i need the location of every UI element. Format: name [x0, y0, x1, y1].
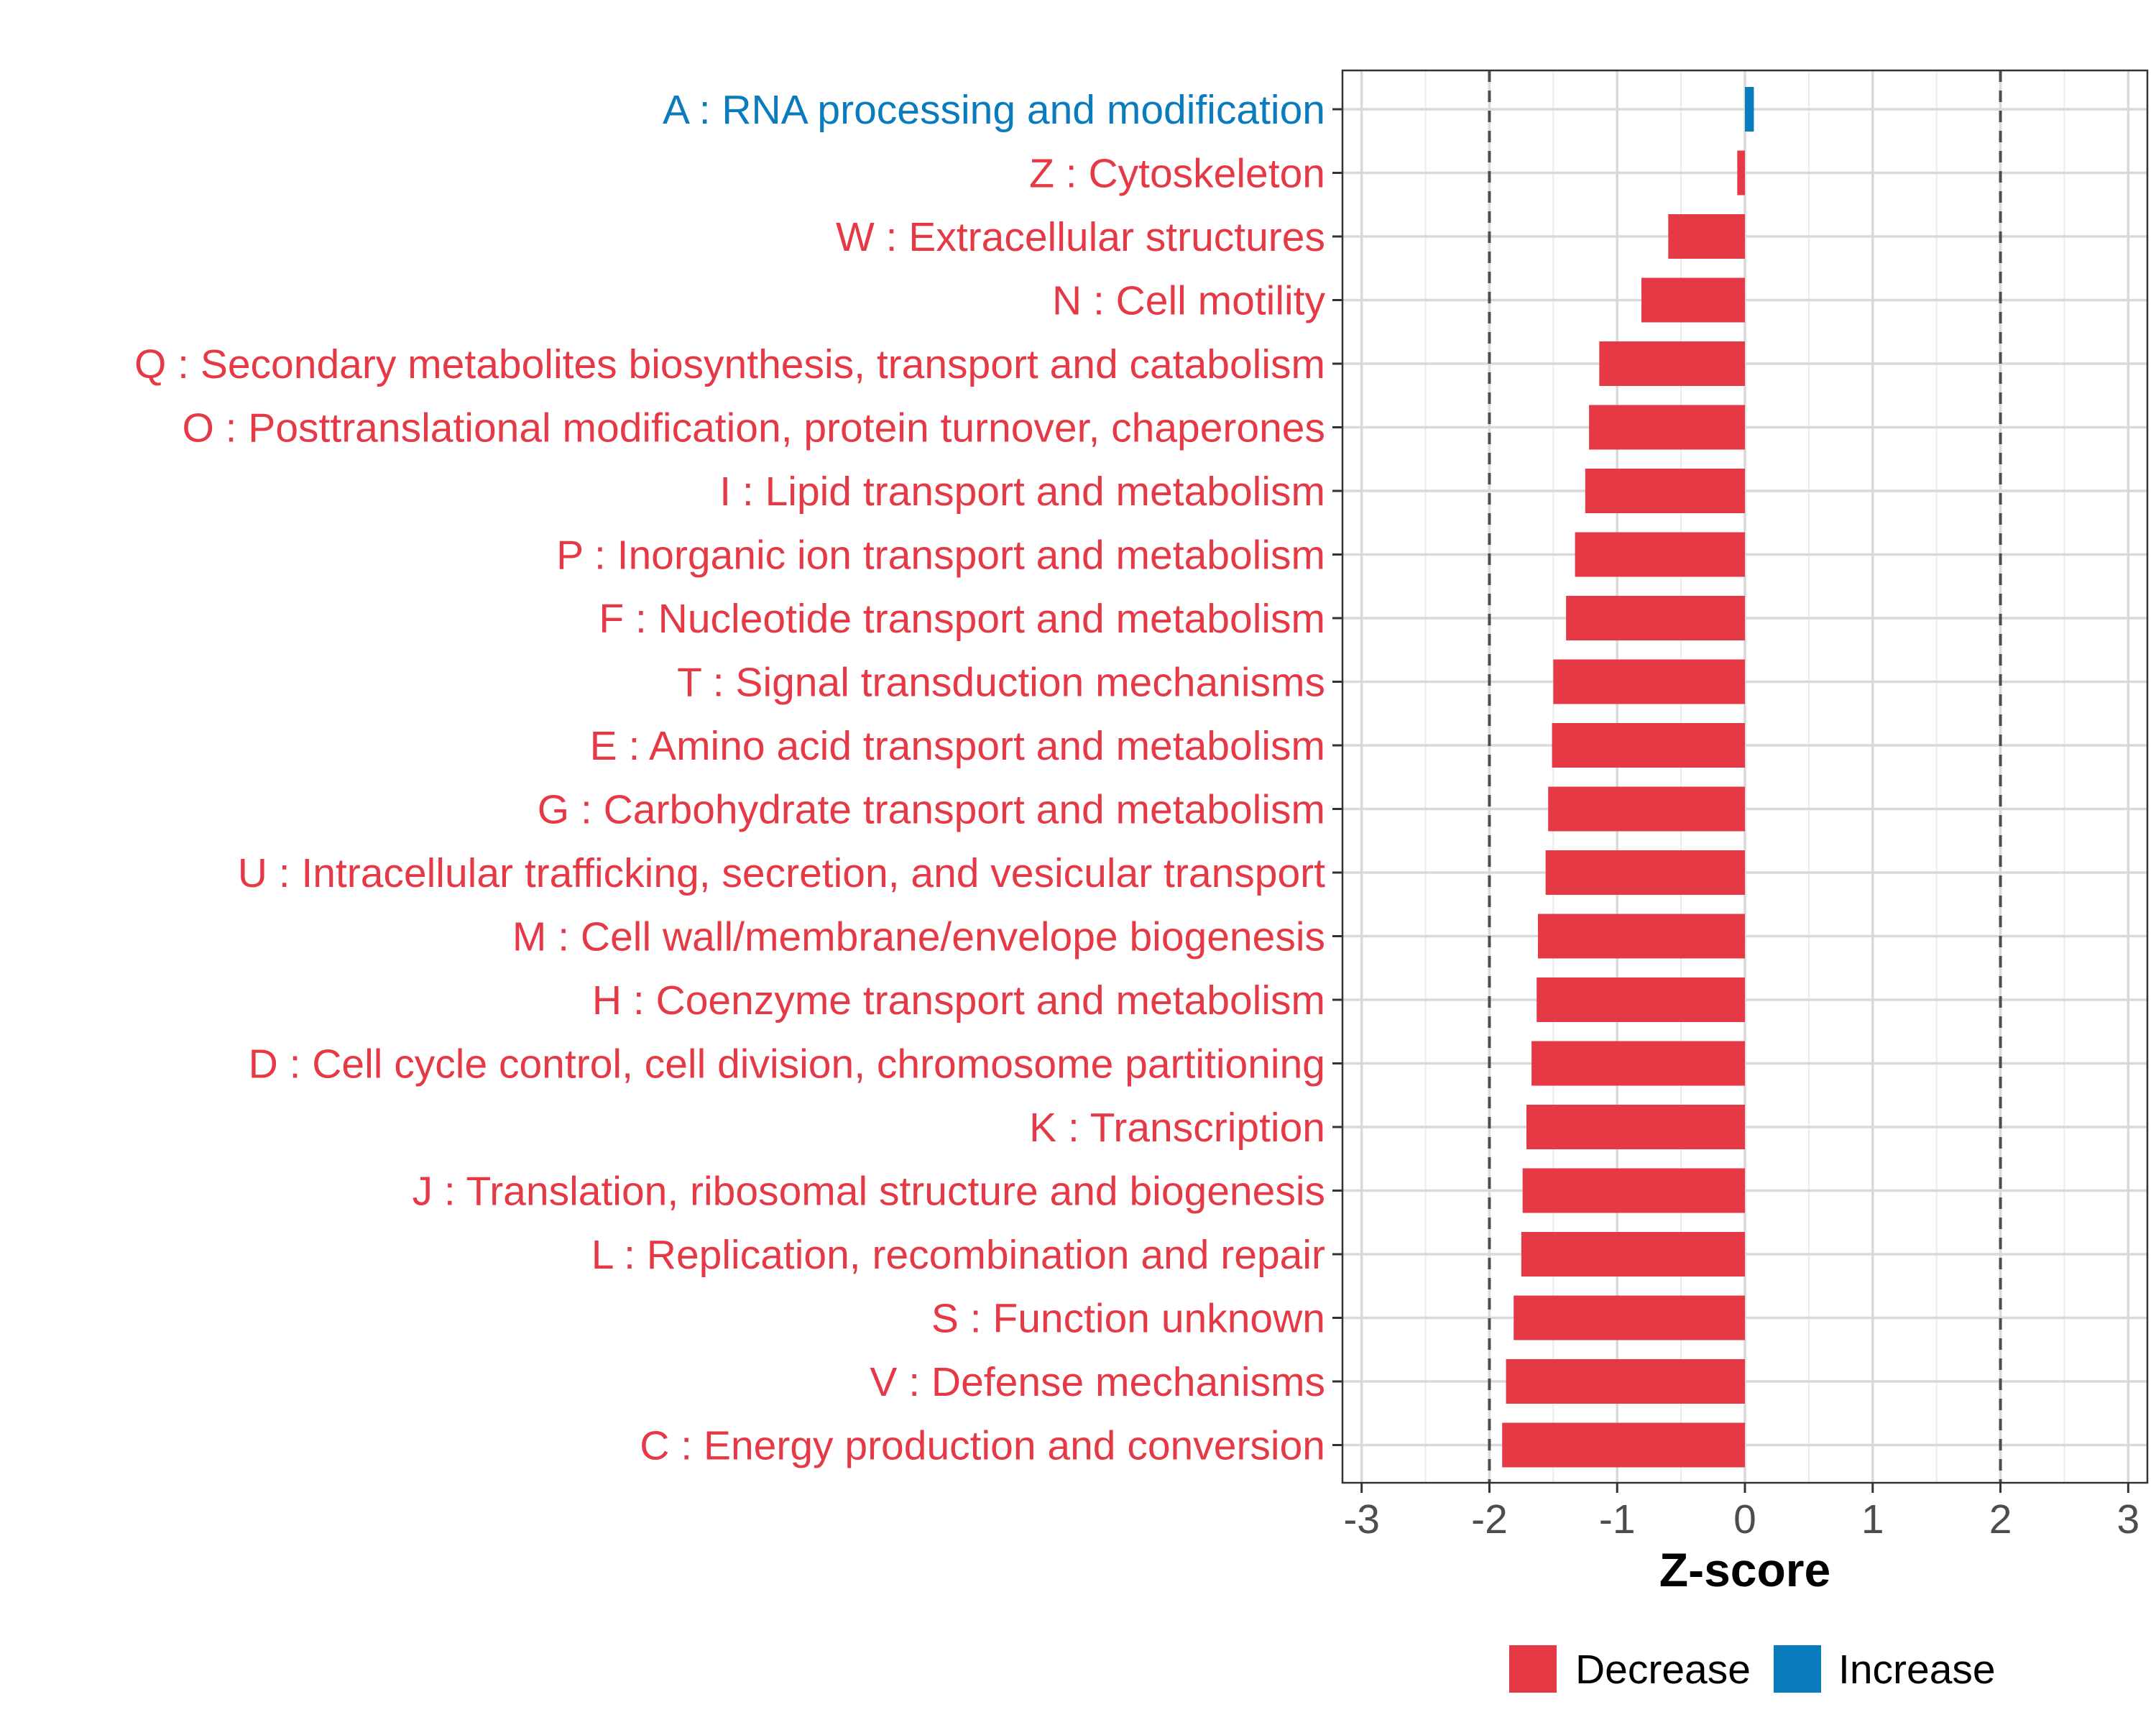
category-label: G : Carbohydrate transport and metabolis… — [538, 787, 1325, 833]
x-tick-label: -2 — [1471, 1496, 1508, 1542]
category-label: H : Coenzyme transport and metabolism — [592, 978, 1325, 1024]
category-label: I : Lipid transport and metabolism — [719, 469, 1325, 515]
bar — [1641, 277, 1745, 323]
bar — [1575, 532, 1745, 577]
bar — [1502, 1422, 1745, 1468]
bar — [1599, 341, 1745, 386]
category-label: V : Defense mechanisms — [870, 1359, 1325, 1405]
x-axis-title: Z-score — [1659, 1543, 1830, 1596]
x-tick-label: 2 — [1989, 1496, 2012, 1542]
legend-label: Decrease — [1575, 1647, 1751, 1693]
bar — [1514, 1295, 1745, 1340]
category-label: N : Cell motility — [1052, 278, 1326, 324]
x-tick-label: -1 — [1599, 1496, 1636, 1542]
bar — [1566, 596, 1745, 640]
category-label: P : Inorganic ion transport and metaboli… — [556, 533, 1325, 579]
x-tick-label: 3 — [2116, 1496, 2139, 1542]
bars — [1502, 87, 1754, 1468]
bar — [1526, 1105, 1745, 1149]
x-tick-label: 1 — [1861, 1496, 1884, 1542]
category-label: Q : Secondary metabolites biosynthesis, … — [134, 341, 1325, 387]
category-label: K : Transcription — [1029, 1105, 1325, 1151]
category-label: D : Cell cycle control, cell division, c… — [249, 1041, 1325, 1087]
bar — [1531, 1041, 1745, 1086]
category-label: J : Translation, ribosomal structure and… — [413, 1169, 1325, 1215]
bar — [1668, 214, 1745, 259]
y-axis-ticks — [1332, 108, 1342, 1446]
x-tick-label: 0 — [1733, 1496, 1756, 1542]
bar — [1589, 405, 1745, 450]
legend-key — [1774, 1645, 1821, 1693]
y-axis-category-labels: A : RNA processing and modification Z : C… — [134, 87, 1326, 1469]
bar — [1537, 978, 1745, 1022]
bar — [1552, 723, 1745, 768]
category-label: O : Posttranslational modification, prot… — [182, 405, 1325, 451]
reference-lines — [1488, 70, 2002, 1483]
category-label: A : RNA processing and modification — [663, 87, 1325, 133]
category-label: W : Extracellular structures — [836, 214, 1325, 260]
x-axis-tick-labels: -3 -2 -1 0 1 2 3 — [1343, 1496, 2139, 1542]
bar — [1521, 1232, 1745, 1276]
bar — [1545, 850, 1745, 895]
legend-key — [1509, 1645, 1557, 1693]
category-label: E : Amino acid transport and metabolism — [590, 723, 1325, 769]
category-label: T : Signal transduction mechanisms — [677, 660, 1325, 706]
x-axis-ticks — [1360, 1483, 2129, 1493]
category-label: Z : Cytoskeleton — [1029, 151, 1325, 197]
category-label: U : Intracellular trafficking, secretion… — [238, 850, 1325, 896]
category-label: C : Energy production and conversion — [640, 1423, 1325, 1469]
bar — [1585, 469, 1745, 513]
x-tick-label: -3 — [1343, 1496, 1380, 1542]
category-label: L : Replication, recombination and repai… — [591, 1232, 1325, 1278]
legend: Decrease Increase — [1509, 1645, 1996, 1693]
category-label: S : Function unknown — [931, 1296, 1325, 1342]
bar — [1737, 150, 1745, 196]
bar — [1553, 659, 1745, 704]
category-label: F : Nucleotide transport and metabolism — [599, 596, 1325, 642]
bar — [1522, 1168, 1745, 1213]
category-label: M : Cell wall/membrane/envelope biogenes… — [512, 914, 1325, 960]
bar — [1506, 1359, 1745, 1404]
bar — [1548, 786, 1745, 832]
bar — [1538, 914, 1745, 959]
legend-label: Increase — [1838, 1647, 1996, 1693]
bar — [1745, 87, 1754, 132]
